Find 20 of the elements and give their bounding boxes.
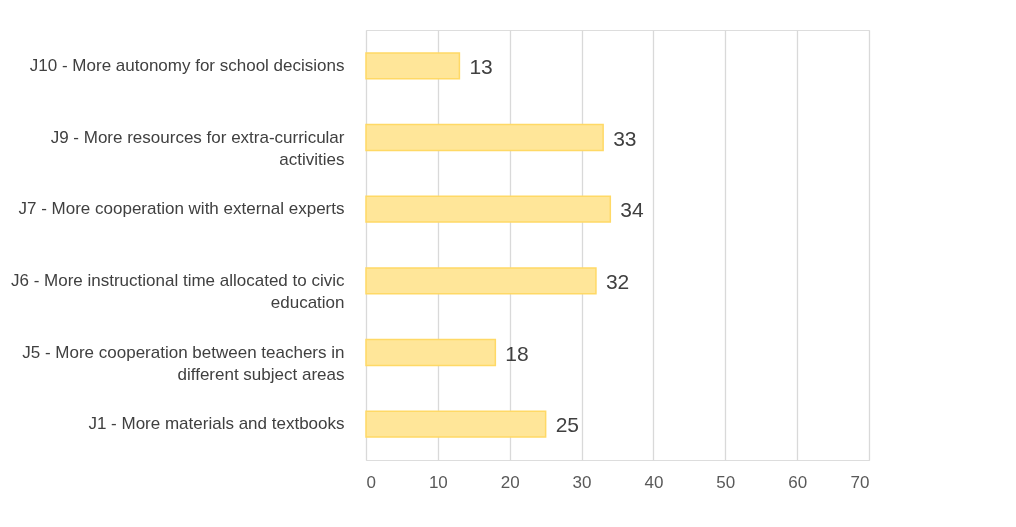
data-label: 34 <box>620 198 644 222</box>
data-label: 18 <box>505 341 529 365</box>
x-tick-label: 30 <box>572 472 592 492</box>
x-tick-label: 40 <box>644 472 664 492</box>
data-label: 33 <box>613 126 637 150</box>
data-label: 32 <box>605 269 630 293</box>
x-tick-label: 20 <box>500 472 520 492</box>
y-tick-label: J5 - More cooperation between teachers in different subject areas <box>22 342 345 384</box>
x-tick-label: 50 <box>716 472 736 492</box>
y-tick-label: J10 - More autonomy for school decisions <box>29 55 345 75</box>
x-tick-label: 60 <box>788 472 808 492</box>
x-tick-label: 10 <box>428 472 448 492</box>
y-tick-label: J9 - More resources for extra-curricular activities <box>50 127 345 169</box>
data-label: 25 <box>555 413 579 437</box>
x-tick-label: 0 <box>366 472 376 492</box>
y-tick-label: J1 - More materials and textbooks <box>88 414 345 434</box>
y-tick-label: J7 - More cooperation with external experts <box>18 199 345 219</box>
data-label: 13 <box>469 54 493 78</box>
y-tick-label: J6 - More instructional time allocated to civic education <box>10 270 345 312</box>
x-tick-label: 70 <box>850 472 870 492</box>
